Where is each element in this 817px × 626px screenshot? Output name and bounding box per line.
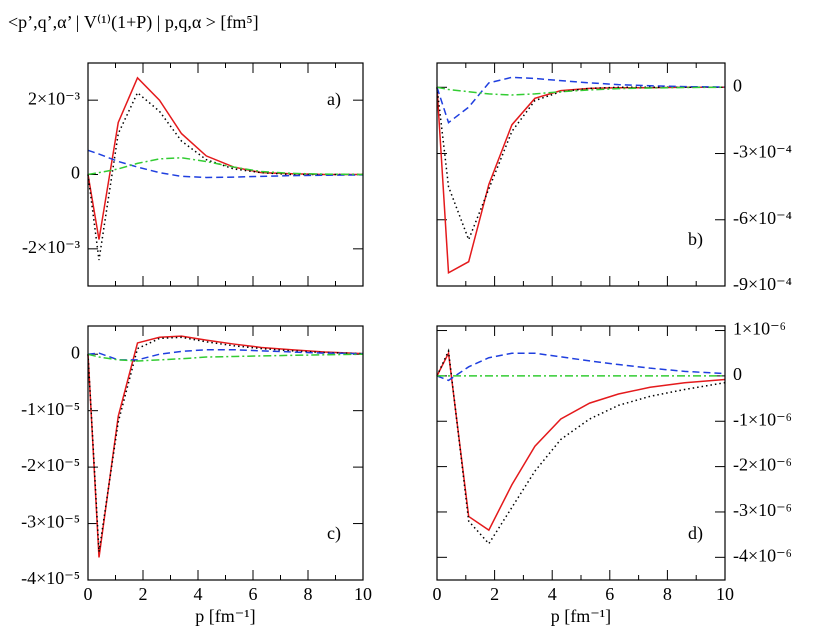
y-tick-label: 2×10⁻³	[28, 88, 81, 108]
series-line	[436, 348, 726, 545]
x-tick-label: 10	[354, 584, 372, 604]
series-line	[436, 76, 726, 124]
y-tick-label: -2×10⁻⁶	[733, 455, 792, 475]
series-line	[436, 86, 725, 242]
y-tick-label: -1×10⁻⁶	[733, 409, 792, 429]
x-axis-label: p [fm⁻¹]	[195, 606, 255, 626]
plot-frame	[436, 62, 726, 287]
y-tick-label: -2×10⁻⁵	[21, 455, 80, 475]
y-tick-label: -3×10⁻⁶	[733, 500, 792, 520]
y-tick-label: -9×10⁻⁴	[733, 274, 792, 294]
series-line	[87, 353, 364, 362]
x-tick-label: 6	[249, 584, 258, 604]
x-tick-label: 4	[194, 584, 203, 604]
plot-frame	[87, 325, 364, 581]
y-tick-label: -1×10⁻⁵	[21, 399, 80, 419]
series-line	[87, 157, 364, 176]
y-tick-label: -6×10⁻⁴	[733, 208, 792, 228]
x-tick-label: 8	[304, 584, 313, 604]
panel-label: c)	[327, 523, 341, 544]
x-tick-label: 10	[716, 584, 734, 604]
series-line	[436, 86, 725, 274]
plot-frame	[87, 62, 364, 287]
x-tick-label: 8	[663, 584, 672, 604]
x-tick-label: 0	[84, 584, 93, 604]
panel-label: d)	[688, 523, 703, 544]
figure-title: <p’,q’,α’ | V⁽¹⁾(1+P) | p,q,α > [fm⁵]	[8, 12, 259, 33]
x-tick-label: 2	[139, 584, 148, 604]
x-tick-label: 2	[490, 584, 499, 604]
y-tick-label: 1×10⁻⁶	[733, 319, 786, 339]
y-tick-label: -4×10⁻⁵	[21, 568, 80, 588]
series-line	[87, 76, 363, 240]
x-axis-label: p [fm⁻¹]	[551, 606, 611, 626]
series-line	[87, 336, 364, 552]
x-tick-label: 4	[548, 584, 557, 604]
y-tick-label: -3×10⁻⁵	[21, 512, 80, 532]
x-tick-label: 0	[433, 584, 442, 604]
series-line	[436, 350, 726, 532]
panel-label: a)	[327, 89, 341, 110]
plot-frame	[436, 325, 726, 581]
y-tick-label: 0	[71, 163, 80, 183]
panel-label: b)	[688, 229, 703, 250]
y-tick-label: -3×10⁻⁴	[733, 142, 792, 162]
series-line	[87, 149, 364, 179]
y-tick-label: 0	[733, 364, 742, 384]
y-tick-label: 0	[71, 342, 80, 362]
x-tick-label: 6	[605, 584, 614, 604]
y-tick-label: -4×10⁻⁶	[733, 545, 792, 565]
series-line	[87, 91, 363, 261]
series-line	[87, 335, 364, 558]
y-tick-label: -2×10⁻³	[22, 237, 81, 257]
y-tick-label: 0	[733, 75, 742, 95]
series-line	[436, 86, 726, 96]
